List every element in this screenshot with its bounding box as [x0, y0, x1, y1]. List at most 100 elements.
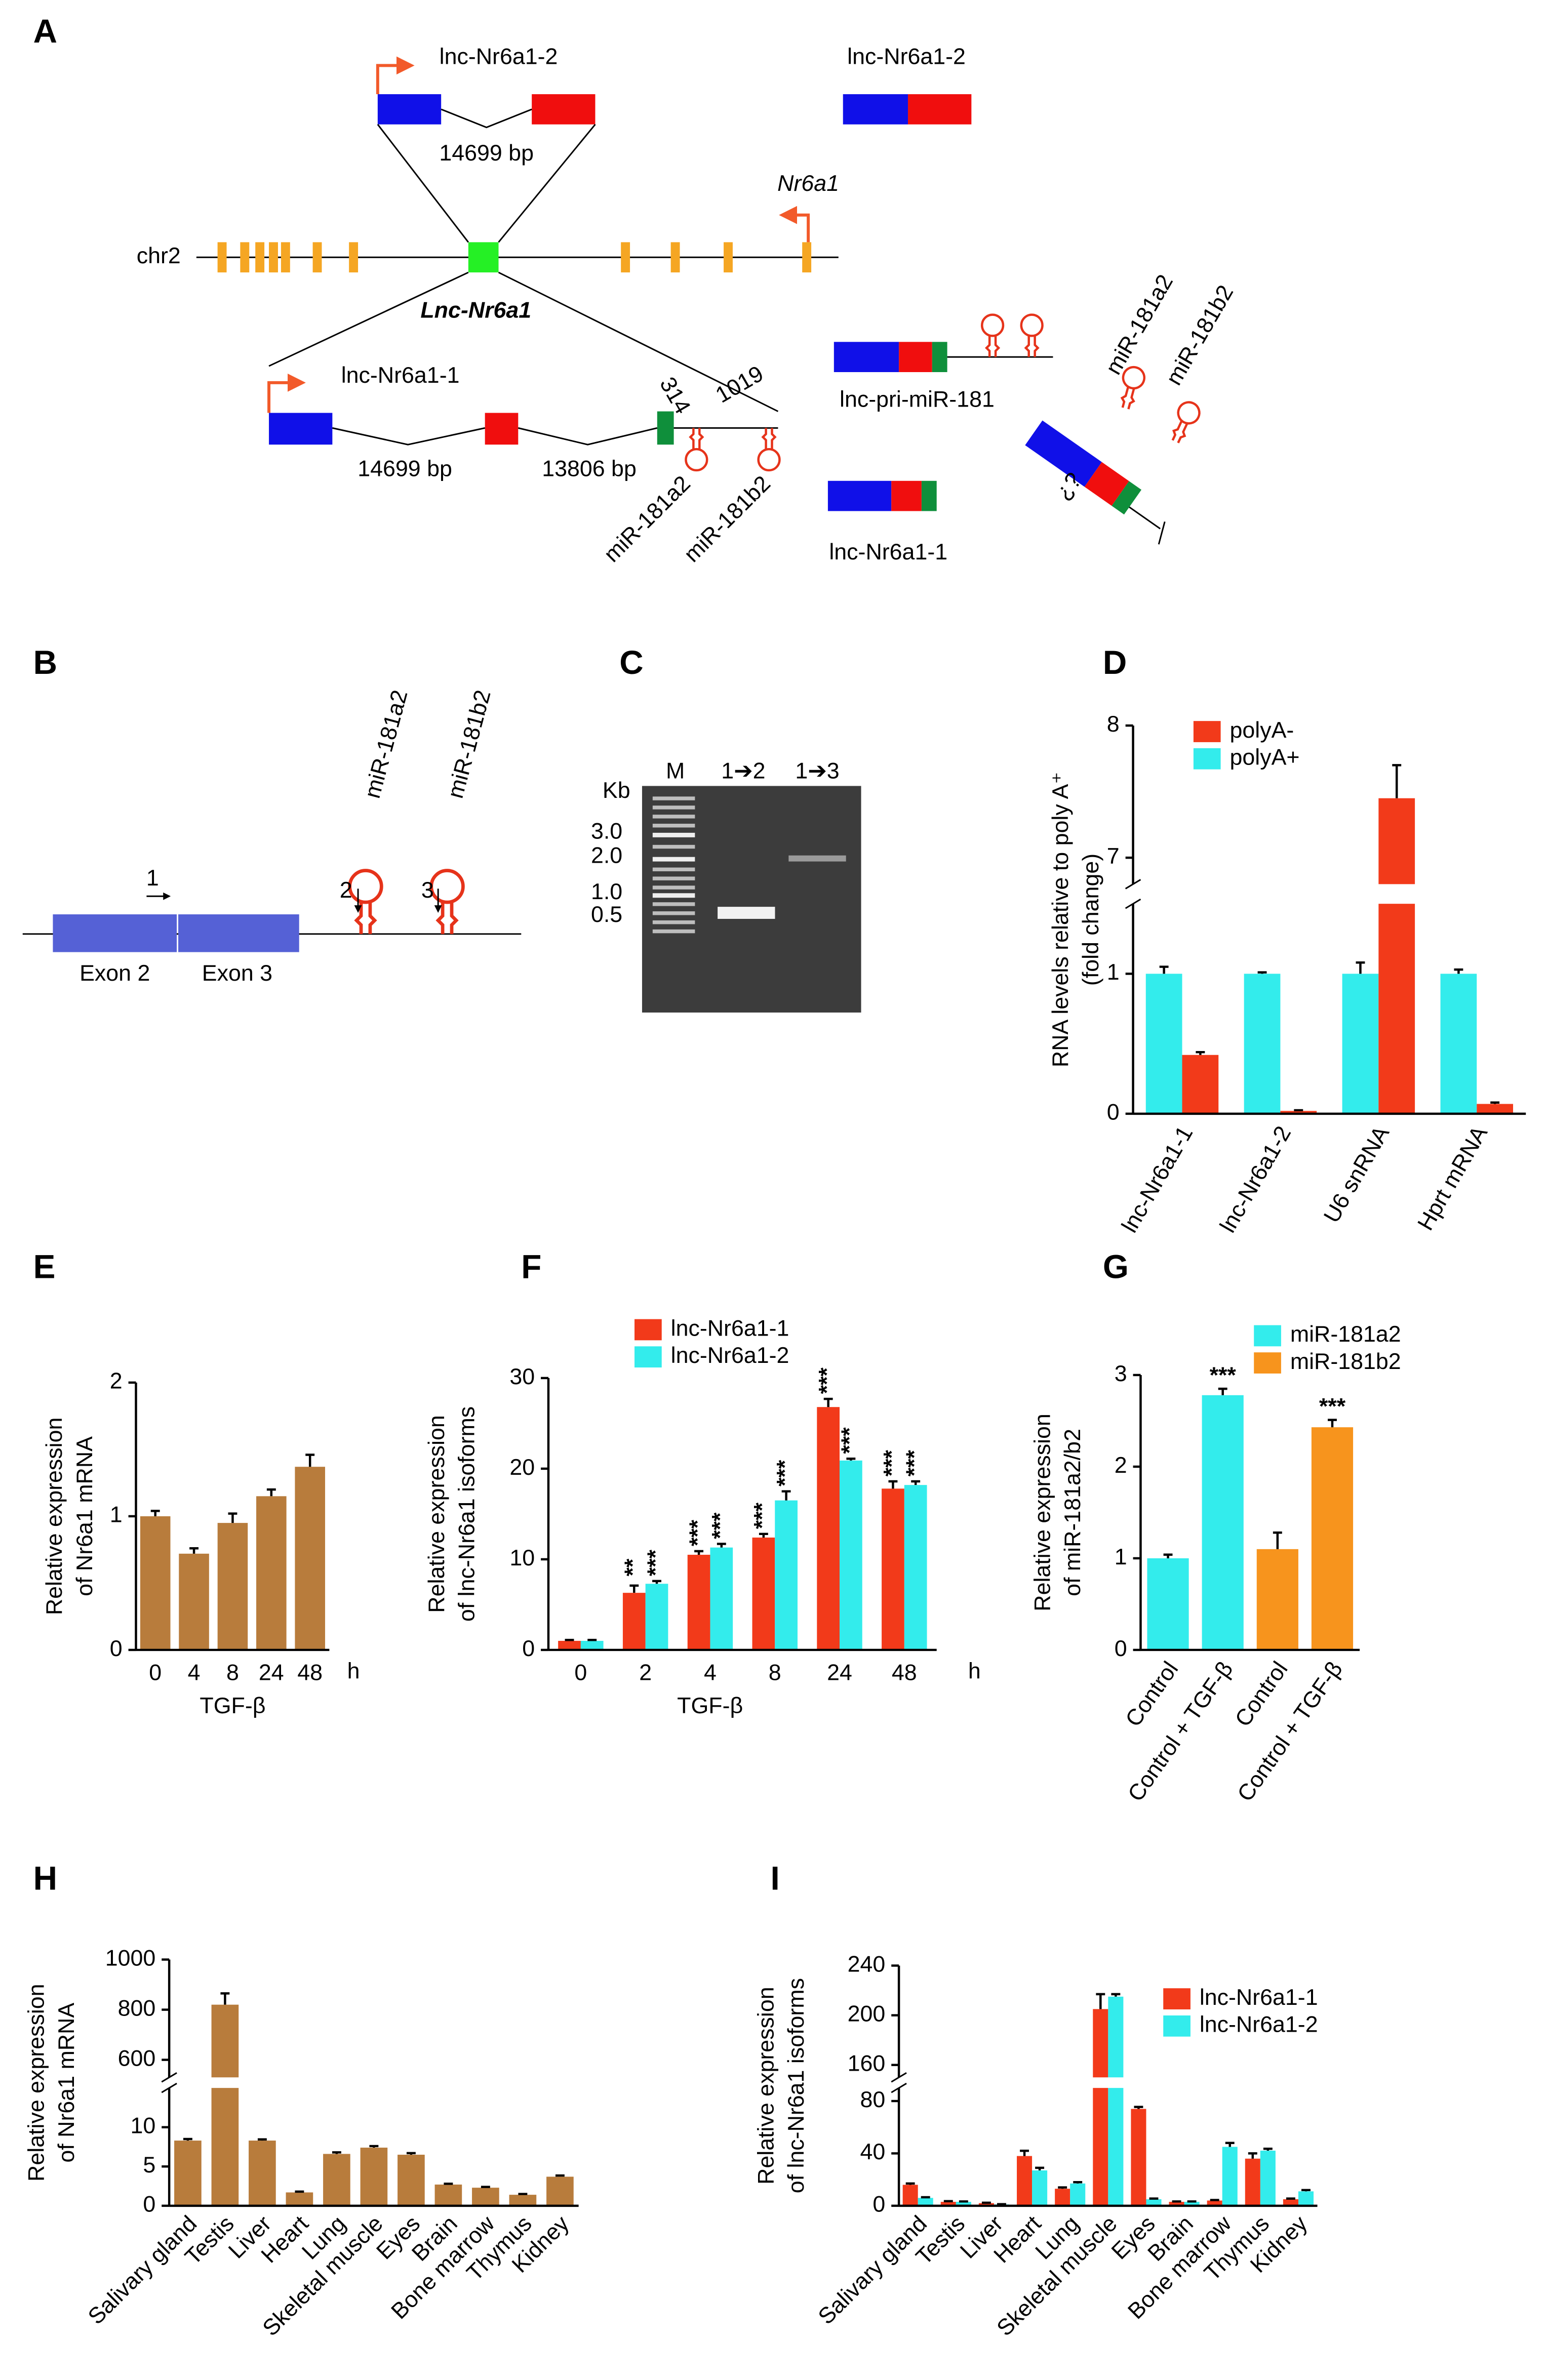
error-bar: [444, 2183, 453, 2185]
zoom-line: [268, 271, 469, 367]
zoom-line: [377, 124, 469, 243]
y-axis-label: Relative expression: [1029, 1414, 1055, 1611]
hairpin: [686, 428, 707, 470]
gene-exons: [217, 242, 812, 273]
bar: [956, 2202, 971, 2206]
y-axis-label: of lnc-Nr6a1 isoforms: [783, 1978, 809, 2193]
error-bar: [888, 1480, 898, 1489]
error-bar: [921, 2196, 930, 2199]
bar: [509, 2195, 537, 2206]
error-bar: [1356, 961, 1365, 974]
panel-label: G: [1103, 1248, 1129, 1285]
exon: [908, 94, 972, 125]
x-axis-label: TGF-β: [677, 1693, 743, 1718]
hairpin: [1166, 399, 1203, 446]
x-tick-label: 24: [827, 1660, 852, 1685]
y-axis-label: of Nr6a1 mRNA: [54, 2003, 79, 2163]
error-bar: [406, 2152, 416, 2155]
y-axis-label: Relative expression: [424, 1415, 449, 1613]
zoom-line: [498, 124, 596, 243]
bar: [217, 1523, 248, 1650]
x-unit-label: h: [968, 1659, 981, 1684]
bar: [1260, 2150, 1276, 2206]
significance-label: ***: [901, 1449, 927, 1476]
error-bar: [1172, 2200, 1181, 2203]
y-tick-label: 160: [848, 2051, 886, 2076]
y-tick-label: 2: [1115, 1453, 1127, 1478]
significance-label: ***: [685, 1519, 710, 1546]
bar: [1283, 2199, 1298, 2206]
legend-label: lnc-Nr6a1-2: [671, 1343, 789, 1368]
exon: [899, 342, 932, 372]
bar: [1108, 1996, 1124, 2206]
significance-label: ***: [879, 1449, 904, 1476]
legend-swatch: [1193, 748, 1221, 770]
error-bar: [189, 1547, 199, 1554]
x-tick-label: Salivary gland: [813, 2211, 932, 2329]
lnc-locus: [468, 242, 499, 273]
y-axis-label: Relative expression: [23, 1984, 49, 2182]
bar: [775, 1500, 798, 1650]
hairpin: [982, 315, 1003, 357]
distance-label: 1019: [711, 361, 768, 408]
tss-arrow: [779, 206, 810, 243]
error-bar: [220, 1992, 230, 2005]
significance-label: ***: [1210, 1362, 1237, 1388]
y-tick-label: 0: [522, 1636, 535, 1661]
bar: [179, 1553, 209, 1650]
transcript-label: lnc-pri-miR-181: [840, 387, 995, 412]
error-bar: [305, 1454, 315, 1467]
bar: [1055, 2189, 1070, 2206]
y-tick-label: 80: [860, 2087, 885, 2112]
error-bar: [1248, 2152, 1257, 2159]
error-bar: [1096, 1993, 1105, 2009]
x-tick-label: 48: [892, 1660, 917, 1685]
y-axis-label: Relative expression: [42, 1418, 67, 1616]
error-bar: [1392, 764, 1402, 798]
hairpin-label: miR-181a2: [360, 688, 413, 801]
hairpin-label: miR-181a2: [599, 471, 695, 567]
hairpin-label: miR-181b2: [679, 471, 775, 567]
axis-break: [1121, 884, 1529, 904]
bar: [1146, 2199, 1162, 2206]
bar: [472, 2188, 499, 2206]
gel-band: [718, 907, 775, 919]
error-bar: [1273, 1531, 1282, 1549]
y-tick-label: 0: [143, 2192, 155, 2217]
panel-label: H: [33, 1860, 57, 1897]
primer-label: 1: [146, 865, 159, 891]
x-tick-label: 48: [297, 1660, 323, 1685]
error-bar: [1257, 971, 1267, 974]
x-tick-label: 8: [769, 1660, 781, 1685]
y-tick-label: 2: [110, 1368, 123, 1394]
hairpin: [431, 871, 463, 934]
error-bar: [266, 1488, 276, 1497]
bar: [645, 1584, 668, 1650]
y-axis-label: Relative expression: [753, 1987, 778, 2185]
lane-label: 1➔2: [721, 758, 765, 783]
bar: [1311, 1427, 1354, 1650]
error-bar: [905, 2182, 915, 2185]
intron-size: 13806 bp: [542, 456, 637, 481]
panel-label: F: [521, 1248, 541, 1285]
x-tick-label: 4: [704, 1660, 717, 1685]
hairpin-label: miR-181b2: [443, 688, 496, 801]
bar: [295, 1467, 325, 1650]
exon-label: Exon 2: [80, 960, 150, 986]
legend-swatch: [1163, 1988, 1191, 2009]
primer-label: 2: [340, 877, 352, 903]
bar: [752, 1537, 775, 1650]
y-tick-label: 30: [509, 1364, 535, 1389]
error-bar: [1218, 1387, 1227, 1395]
intron: [441, 108, 532, 129]
introns: [332, 427, 778, 446]
y-axis-label: of miR-181a2/b2: [1060, 1429, 1085, 1596]
bar: [1207, 2200, 1222, 2206]
exon: [178, 914, 299, 952]
error-bar: [555, 2174, 565, 2177]
gene-label: Nr6a1: [777, 171, 839, 196]
chromosome-label: chr2: [137, 243, 181, 268]
bar: [622, 1593, 646, 1650]
intron-size: 14699 bp: [358, 456, 452, 481]
legend-label: polyA-: [1229, 717, 1294, 743]
